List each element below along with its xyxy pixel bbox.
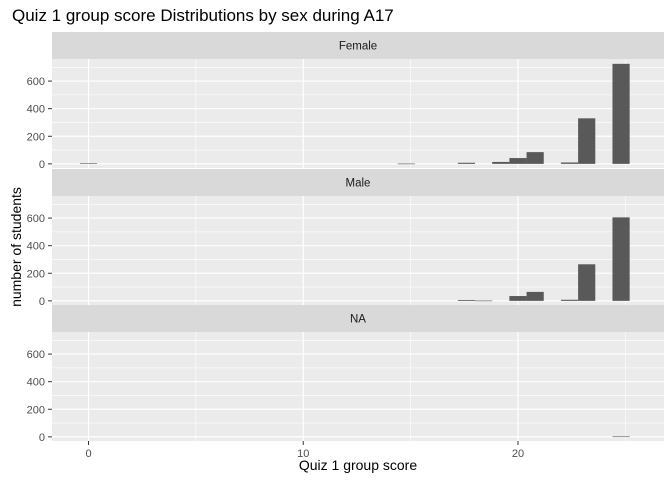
panel-background [52, 196, 664, 305]
y-tick-label: 200 [27, 268, 45, 280]
histogram-bar [79, 163, 98, 164]
y-tick-label: 600 [27, 349, 45, 361]
histogram-bar [509, 158, 527, 164]
facet-strip [52, 169, 664, 196]
x-axis: 0 10 20 [85, 441, 524, 460]
histogram-bar [397, 163, 415, 165]
y-tick-label: 0 [39, 159, 45, 171]
x-axis-title: Quiz 1 group score [299, 457, 417, 473]
histogram-bar [612, 436, 630, 438]
y-tick-label: 0 [39, 296, 45, 308]
histogram-bar [612, 217, 630, 301]
histogram-bar [526, 291, 544, 301]
x-tick-label: 0 [85, 448, 91, 460]
facet-strip [52, 32, 664, 59]
histogram-bar [457, 162, 476, 164]
chart-title: Quiz 1 group score Distributions by sex … [12, 6, 394, 25]
y-tick-label: 400 [27, 104, 45, 116]
histogram-bar [526, 152, 544, 164]
y-tick-label: 400 [27, 241, 45, 253]
y-tick-label: 600 [27, 76, 45, 88]
facet-panels: Female 0 200 400 600 Male 0 200 400 600 NA 0 200 400 6… [27, 32, 664, 444]
x-tick-label: 10 [297, 448, 309, 460]
facet-na: NA 0 200 400 600 [27, 305, 664, 444]
histogram-bar [560, 299, 579, 301]
facet-strip [52, 305, 664, 332]
panel-background [52, 59, 664, 168]
x-tick-label: 20 [512, 448, 524, 460]
histogram-bar [578, 264, 596, 301]
y-tick-label: 0 [39, 432, 45, 444]
facet-male: Male 0 200 400 600 [27, 169, 664, 308]
facet-strip-label: NA [350, 314, 366, 326]
y-tick-label: 200 [27, 404, 45, 416]
facet-strip-label: Male [346, 178, 371, 190]
histogram-bar [492, 161, 510, 164]
facet-female: Female 0 200 400 600 [27, 32, 664, 171]
facet-strip-label: Female [339, 41, 377, 53]
histogram-bar [457, 300, 476, 301]
histogram-bar [560, 162, 579, 164]
y-axis-title: number of students [8, 187, 24, 307]
y-tick-label: 400 [27, 377, 45, 389]
panel-background [52, 332, 664, 441]
histogram-bar [578, 118, 596, 164]
histogram-bar [612, 63, 630, 164]
y-tick-label: 600 [27, 213, 45, 225]
y-tick-label: 200 [27, 131, 45, 143]
histogram-bar [509, 296, 527, 301]
histogram-bar [475, 300, 493, 302]
